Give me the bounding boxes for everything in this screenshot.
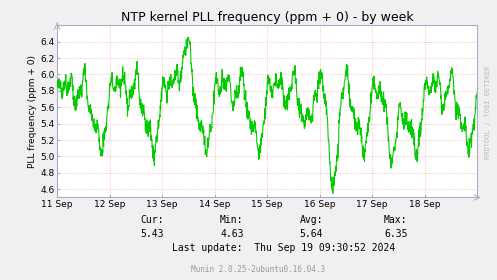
Text: 4.63: 4.63 bbox=[220, 228, 244, 239]
Text: 5.64: 5.64 bbox=[300, 228, 323, 239]
Text: Max:: Max: bbox=[384, 214, 408, 225]
Y-axis label: PLL frequency (ppm + 0): PLL frequency (ppm + 0) bbox=[28, 55, 37, 168]
Text: 5.43: 5.43 bbox=[141, 228, 164, 239]
Text: Min:: Min: bbox=[220, 214, 244, 225]
Title: NTP kernel PLL frequency (ppm + 0) - by week: NTP kernel PLL frequency (ppm + 0) - by … bbox=[121, 11, 414, 24]
Text: RRDTOOL / TOBI OETIKER: RRDTOOL / TOBI OETIKER bbox=[485, 65, 491, 159]
Text: Munin 2.0.25-2ubuntu0.16.04.3: Munin 2.0.25-2ubuntu0.16.04.3 bbox=[191, 265, 326, 274]
Text: Cur:: Cur: bbox=[141, 214, 164, 225]
Text: Last update:  Thu Sep 19 09:30:52 2024: Last update: Thu Sep 19 09:30:52 2024 bbox=[171, 242, 395, 253]
Text: Avg:: Avg: bbox=[300, 214, 323, 225]
Text: 6.35: 6.35 bbox=[384, 228, 408, 239]
